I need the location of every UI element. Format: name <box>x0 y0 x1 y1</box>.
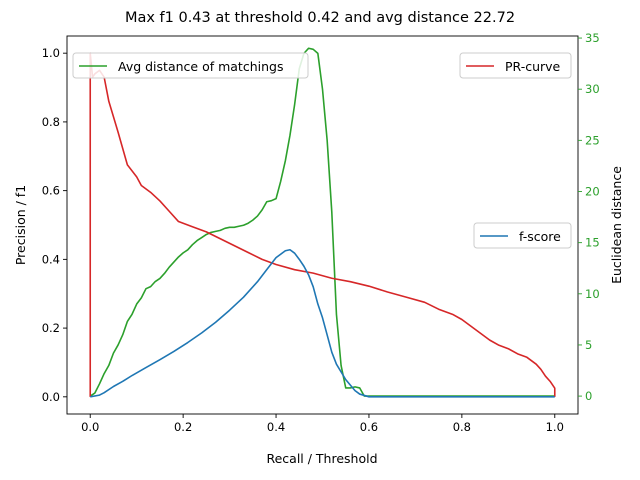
x-axis-label: Recall / Threshold <box>266 451 377 466</box>
x-axis: 0.0 0.2 0.4 0.6 0.8 1.0 <box>81 414 564 434</box>
plot-frame <box>66 35 579 415</box>
legend-box <box>72 52 309 79</box>
legend-box <box>459 52 572 79</box>
y2-axis-label: Euclidean distance <box>609 166 624 284</box>
y2-tick-label: 20 <box>585 184 600 198</box>
x-tick-label: 0.2 <box>174 420 192 434</box>
y-axis-left: 0.0 0.2 0.4 0.6 0.8 1.0 <box>42 46 67 404</box>
y-tick-label: 0.4 <box>42 252 60 266</box>
series-line-f-score <box>90 248 555 398</box>
y2-tick-label: 35 <box>585 31 600 45</box>
y-axis-right: 0 5 10 15 20 25 30 35 <box>578 31 600 403</box>
y-tick-label: 0.2 <box>42 321 60 335</box>
series-line-avg-distance-of-matchings <box>89 47 555 397</box>
y2-tick-label: 5 <box>585 338 592 352</box>
plot-area <box>66 35 579 415</box>
y2-tick-label: 10 <box>585 287 600 301</box>
chart-title: Max f1 0.43 at threshold 0.42 and avg di… <box>125 10 515 26</box>
legend-box <box>473 222 572 249</box>
series-layer <box>89 47 556 398</box>
legend-f1: f-score <box>473 222 572 249</box>
y2-tick-label: 30 <box>585 82 600 96</box>
y-tick-label: 0.0 <box>42 390 60 404</box>
legend-label-distance: Avg distance of matchings <box>118 59 283 74</box>
y2-tick-label: 25 <box>585 133 600 147</box>
y2-tick-label: 15 <box>585 236 600 250</box>
legend-label-f1: f-score <box>519 229 561 244</box>
series-line-pr-curve <box>89 52 556 397</box>
legend-distance: Avg distance of matchings <box>72 52 309 79</box>
x-tick-label: 0.4 <box>267 420 285 434</box>
y-tick-label: 1.0 <box>42 46 60 60</box>
y2-tick-label: 0 <box>585 389 592 403</box>
x-tick-label: 1.0 <box>546 420 564 434</box>
x-tick-label: 0.6 <box>360 420 378 434</box>
legend-pr: PR-curve <box>459 52 572 79</box>
legend-label-pr: PR-curve <box>505 59 561 74</box>
y-axis-label: Precision / f1 <box>13 185 28 265</box>
y-tick-label: 0.6 <box>42 184 60 198</box>
x-tick-label: 0.8 <box>453 420 471 434</box>
x-tick-label: 0.0 <box>81 420 99 434</box>
y-tick-label: 0.8 <box>42 115 60 129</box>
